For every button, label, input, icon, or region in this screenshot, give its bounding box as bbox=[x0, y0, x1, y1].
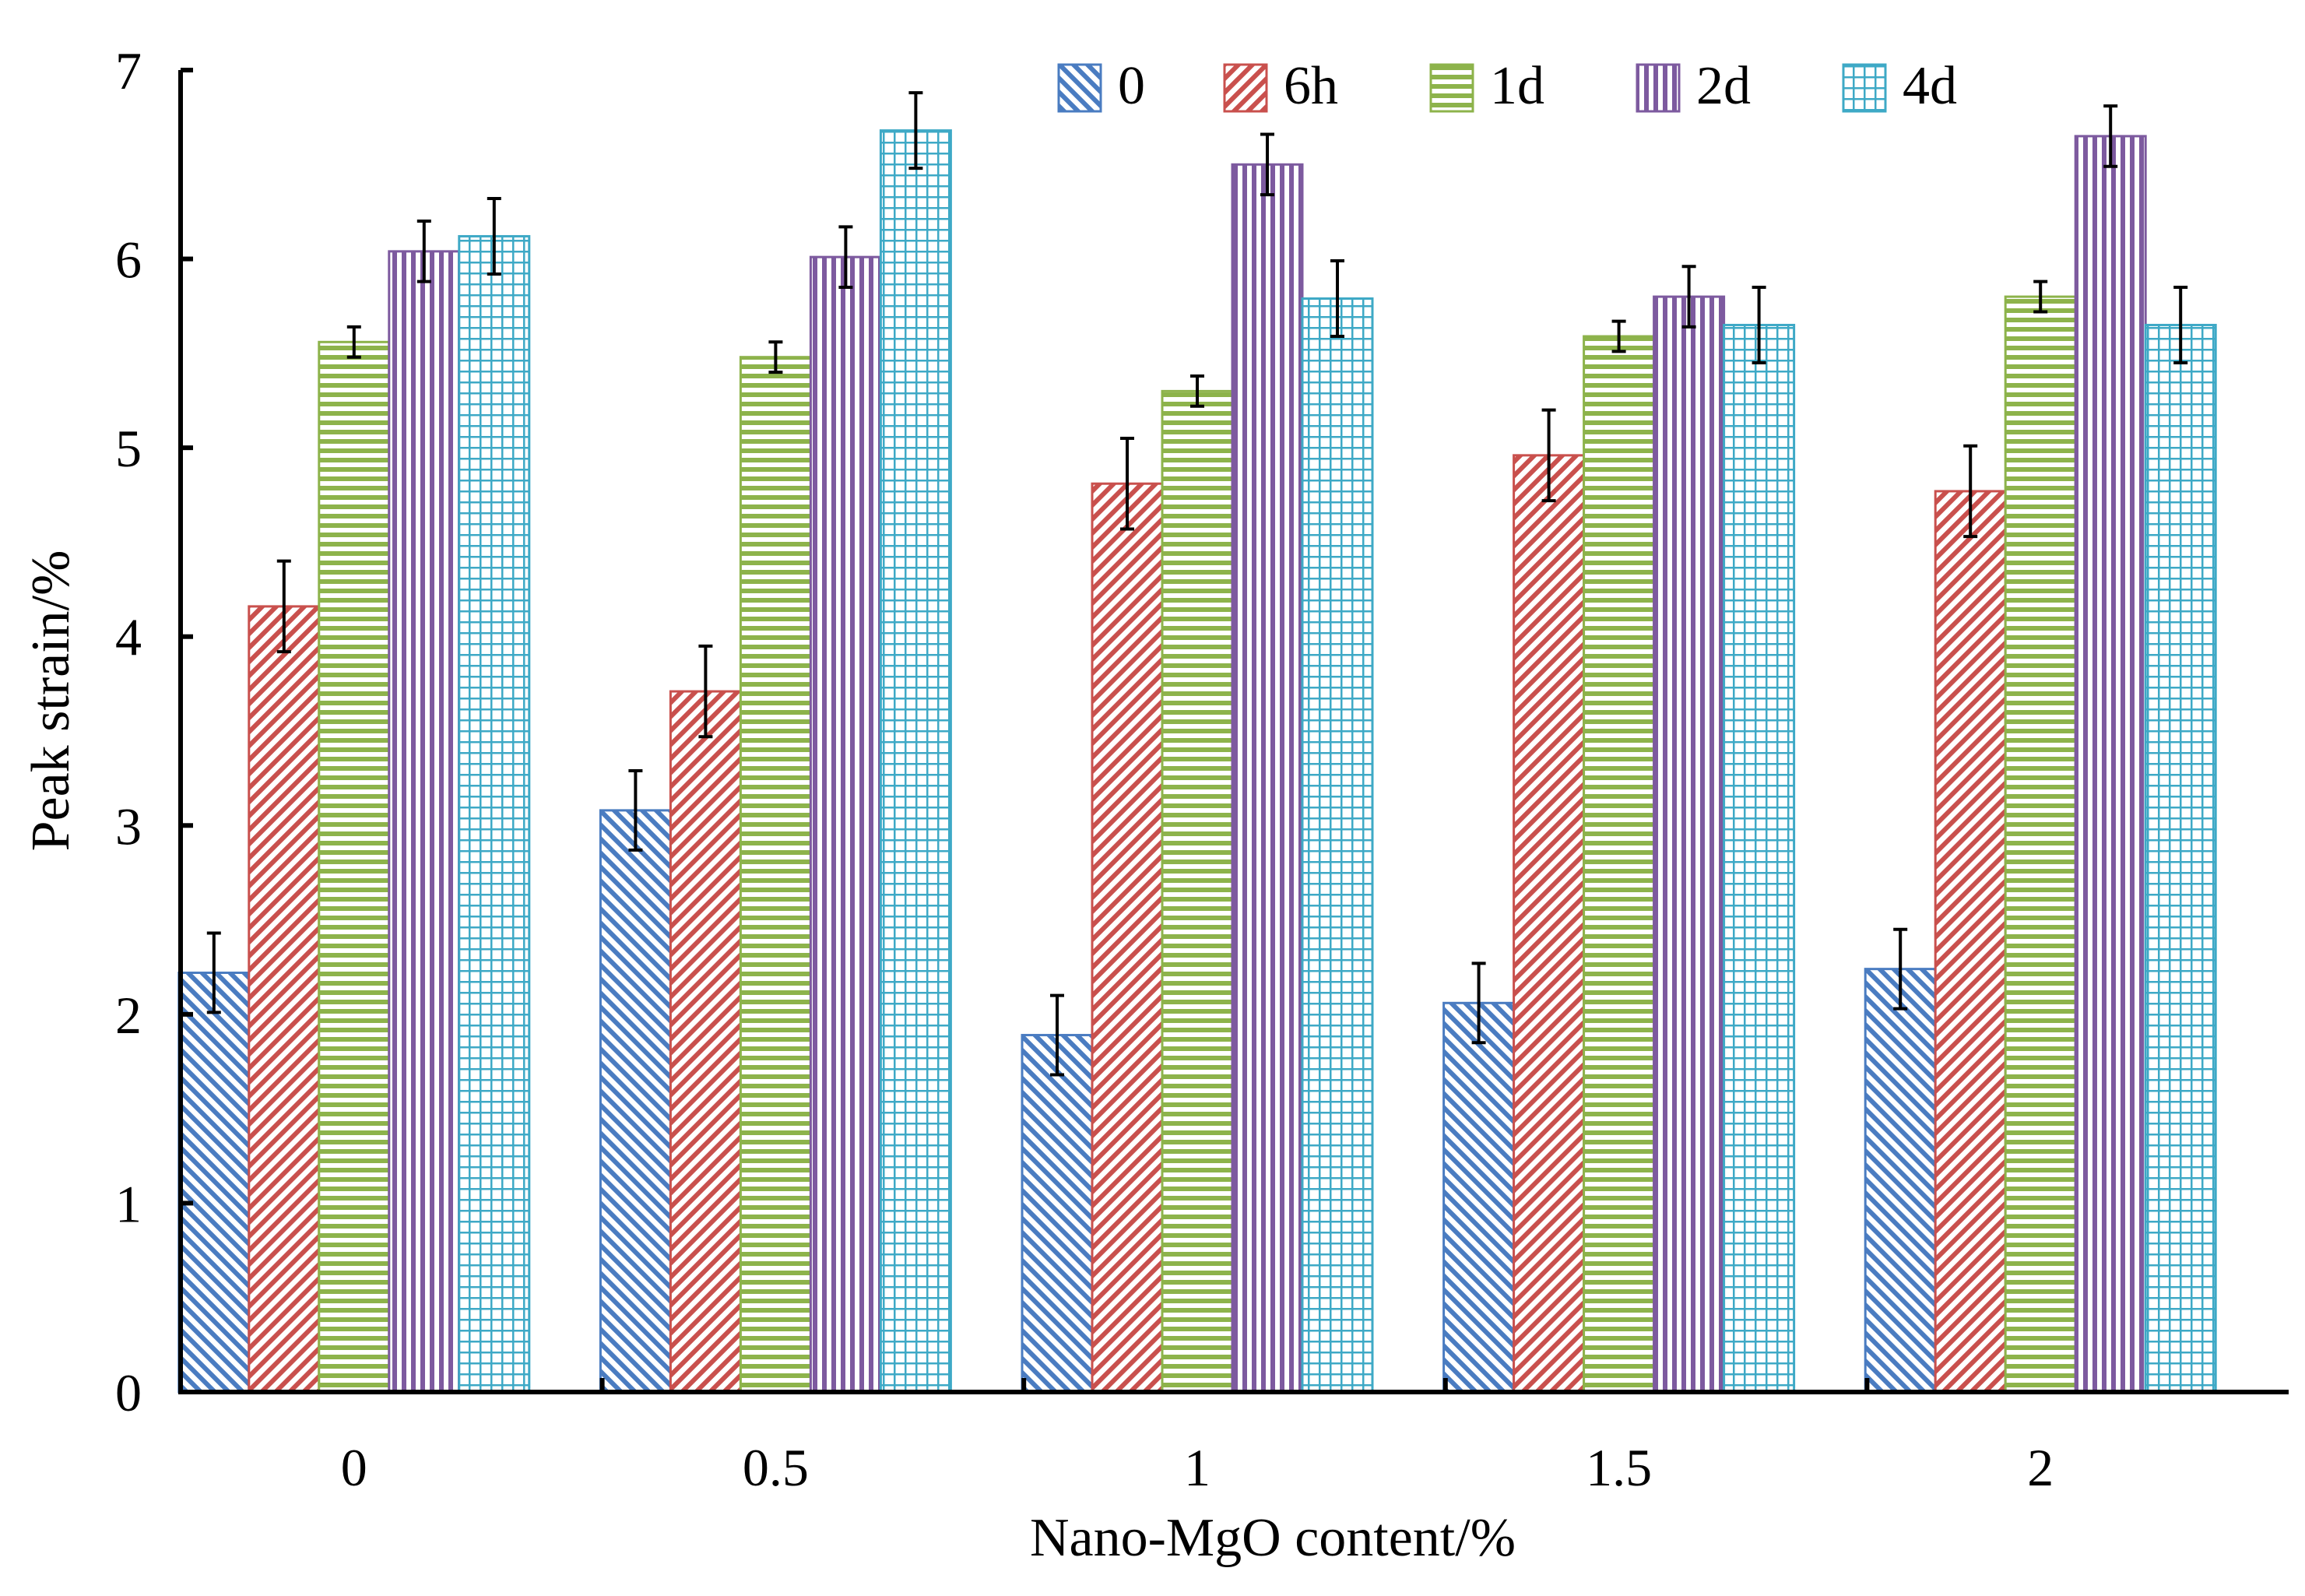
error-bar-2d-0 bbox=[416, 220, 431, 283]
error-bar-4d-0.5 bbox=[908, 91, 923, 170]
bar-1d-1 bbox=[1161, 389, 1234, 1394]
error-bar-4d-1.5 bbox=[1752, 285, 1766, 364]
error-bar-6h-0.5 bbox=[698, 644, 713, 739]
error-bar-1d-0 bbox=[346, 325, 361, 359]
error-bar-2d-0.5 bbox=[838, 225, 853, 289]
bar-4d-1.5 bbox=[1723, 323, 1796, 1394]
bar-4d-0 bbox=[458, 234, 531, 1394]
y-tick-label: 5 bbox=[115, 419, 142, 478]
bars-layer bbox=[177, 129, 2217, 1394]
bar-2d-1 bbox=[1231, 163, 1304, 1394]
error-bar-1d-2 bbox=[2033, 279, 2048, 314]
bar-2d-1.5 bbox=[1653, 295, 1726, 1394]
error-bar-0-2 bbox=[1893, 927, 1908, 1011]
legend-item-0: 0 bbox=[1057, 56, 1145, 116]
bar-6h-0.5 bbox=[669, 690, 742, 1394]
legend-label: 6h bbox=[1284, 56, 1338, 116]
y-tick-label: 6 bbox=[115, 230, 142, 290]
error-bar-2d-1 bbox=[1260, 132, 1274, 197]
bar-1d-2 bbox=[2004, 295, 2077, 1394]
legend-item-2d: 2d bbox=[1636, 56, 1751, 116]
y-tick-label: 7 bbox=[115, 41, 142, 100]
legend-swatch bbox=[1842, 63, 1887, 113]
bar-1d-1.5 bbox=[1583, 335, 1656, 1394]
error-bar-1d-0.5 bbox=[768, 340, 783, 374]
legend-label: 1d bbox=[1490, 56, 1544, 116]
error-bar-2d-1.5 bbox=[1681, 265, 1696, 329]
bar-1d-0.5 bbox=[739, 356, 812, 1394]
x-tick-label: 0 bbox=[341, 1438, 367, 1497]
x-tick-label: 1 bbox=[1184, 1438, 1210, 1497]
error-bar-6h-1 bbox=[1120, 437, 1134, 531]
bar-0-2 bbox=[1864, 968, 1937, 1394]
legend: 0 6h 1d 2d 4d bbox=[1057, 56, 1957, 116]
x-tick-label: 1.5 bbox=[1586, 1438, 1652, 1497]
y-tick-label: 0 bbox=[115, 1363, 142, 1422]
y-tick-label: 3 bbox=[115, 796, 142, 856]
error-bar-2d-2 bbox=[2103, 104, 2118, 168]
bar-6h-0 bbox=[248, 605, 321, 1394]
y-axis-title: Peak strain/% bbox=[21, 550, 81, 852]
legend-swatch bbox=[1223, 63, 1268, 113]
x-tick-label: 2 bbox=[2027, 1438, 2054, 1497]
bar-0-0.5 bbox=[599, 809, 672, 1394]
bar-4d-2 bbox=[2144, 323, 2217, 1394]
error-bar-1d-1.5 bbox=[1611, 319, 1626, 353]
error-bar-6h-1.5 bbox=[1541, 408, 1556, 503]
legend-swatch bbox=[1057, 63, 1102, 113]
bar-4d-0.5 bbox=[879, 129, 952, 1394]
error-bar-0-1 bbox=[1050, 993, 1064, 1077]
y-tick-label: 4 bbox=[115, 608, 142, 667]
error-bars-layer bbox=[206, 91, 2188, 1077]
legend-label: 0 bbox=[1118, 56, 1145, 116]
bar-2d-2 bbox=[2074, 135, 2147, 1394]
bar-0-1 bbox=[1021, 1034, 1094, 1394]
y-tick-label: 1 bbox=[115, 1174, 142, 1233]
bar-2d-0.5 bbox=[809, 255, 882, 1394]
x-axis-title: Nano-MgO content/% bbox=[1030, 1508, 1516, 1568]
legend-swatch bbox=[1429, 63, 1474, 113]
error-bar-4d-1 bbox=[1330, 258, 1344, 339]
bar-1d-0 bbox=[318, 340, 391, 1394]
y-tick-label: 2 bbox=[115, 986, 142, 1045]
axes-layer: 0 1 2 3 4 5 6 7 0 0.5 1 1.5 2 bbox=[115, 41, 2289, 1497]
legend-swatch bbox=[1636, 63, 1681, 113]
legend-label: 2d bbox=[1696, 56, 1751, 116]
bar-6h-2 bbox=[1934, 490, 2007, 1394]
bar-6h-1 bbox=[1091, 482, 1164, 1394]
error-bar-6h-2 bbox=[1963, 444, 1978, 539]
x-tick-label: 0.5 bbox=[743, 1438, 809, 1497]
bar-0-1.5 bbox=[1442, 1001, 1516, 1394]
error-bar-4d-0 bbox=[487, 196, 501, 276]
legend-item-6h: 6h bbox=[1223, 56, 1338, 116]
bar-2d-0 bbox=[388, 250, 461, 1394]
legend-item-1d: 1d bbox=[1429, 56, 1544, 116]
error-bar-0-0.5 bbox=[628, 768, 643, 852]
error-bar-0-0 bbox=[206, 931, 221, 1014]
legend-label: 4d bbox=[1903, 56, 1957, 116]
error-bar-6h-0 bbox=[276, 559, 291, 654]
legend-item-4d: 4d bbox=[1842, 56, 1957, 116]
bar-6h-1.5 bbox=[1513, 454, 1586, 1394]
bar-4d-1 bbox=[1301, 297, 1374, 1394]
error-bar-4d-2 bbox=[2173, 285, 2188, 364]
error-bar-0-1.5 bbox=[1471, 961, 1486, 1045]
bar-0-0 bbox=[177, 971, 251, 1394]
error-bar-1d-1 bbox=[1190, 374, 1204, 408]
